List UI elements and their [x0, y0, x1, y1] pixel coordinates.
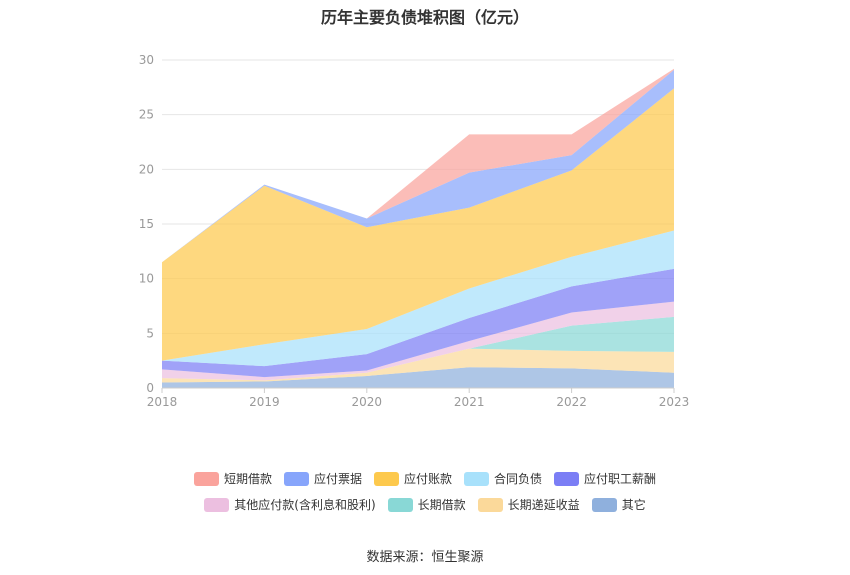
legend-item-5[interactable]: 其他应付款(含利息和股利) [204, 496, 376, 513]
stacked-area-chart: 0 5 10 15 20 25 30 2018 2019 2020 2021 2022 2023 [139, 53, 690, 409]
area-series-2[interactable] [162, 316, 674, 381]
legend-item-4[interactable]: 应付职工薪酬 [554, 470, 656, 487]
area-series-1[interactable] [162, 348, 674, 383]
legend-label: 短期借款 [223, 472, 272, 486]
axis-layer: 0 5 10 15 20 25 30 2018 2019 2020 2021 2022 2023 [139, 53, 690, 409]
legend-swatch [591, 497, 617, 512]
area-series-0[interactable] [162, 367, 674, 388]
legend-item-0[interactable]: 短期借款 [193, 470, 272, 487]
x-tick-label: 2021 [454, 395, 485, 409]
legend-row: 其他应付款(含利息和股利) 长期借款 长期递延收益 其它 [0, 496, 850, 513]
legend-swatch [193, 471, 219, 486]
area-series-3[interactable] [162, 301, 674, 381]
legend-item-1[interactable]: 应付票据 [283, 470, 362, 487]
legend-label: 合同负债 [494, 472, 543, 486]
legend-label: 应付票据 [313, 472, 362, 486]
data-source: 数据来源：恒生聚源 [366, 550, 484, 565]
legend-swatch [204, 497, 230, 512]
legend-item-2[interactable]: 应付账款 [373, 470, 452, 487]
area-series-5[interactable] [162, 230, 674, 367]
legend-swatch [373, 471, 399, 486]
y-tick-label: 20 [139, 162, 154, 176]
area-series-7[interactable] [162, 69, 674, 263]
legend-label: 应付账款 [403, 472, 452, 486]
legend-row: 短期借款 应付票据 应付账款 合同负债 应付职工薪酬 [0, 470, 850, 487]
legend-swatch [283, 471, 309, 486]
area-series-4[interactable] [162, 268, 674, 378]
legend-swatch [554, 471, 580, 486]
x-tick-label: 2022 [556, 395, 587, 409]
y-tick-label: 10 [139, 272, 154, 286]
x-tick-label: 2020 [352, 395, 383, 409]
legend-label: 长期递延收益 [507, 498, 580, 512]
y-tick-label: 5 [146, 326, 154, 340]
legend: 短期借款 应付票据 应付账款 合同负债 应付职工薪酬 其他应付款(含利息和股利) 长期借款… [0, 470, 850, 522]
legend-item-8[interactable]: 其它 [591, 496, 646, 513]
area-series-6[interactable] [162, 88, 674, 361]
x-tick-label: 2018 [147, 395, 178, 409]
legend-label: 长期借款 [417, 498, 466, 512]
y-tick-label: 30 [139, 53, 154, 67]
x-tick-label: 2019 [249, 395, 280, 409]
legend-label: 其他应付款(含利息和股利) [234, 498, 376, 512]
legend-swatch [477, 497, 503, 512]
legend-item-7[interactable]: 长期递延收益 [477, 496, 580, 513]
y-tick-label: 15 [139, 217, 154, 231]
legend-swatch [387, 497, 413, 512]
chart-title: 历年主要负债堆积图（亿元） [320, 8, 529, 27]
area-layer [162, 68, 674, 388]
legend-item-6[interactable]: 长期借款 [387, 496, 466, 513]
y-tick-label: 25 [139, 108, 154, 122]
legend-item-3[interactable]: 合同负债 [464, 470, 542, 487]
legend-label: 应付职工薪酬 [584, 472, 657, 486]
legend-label: 其它 [621, 498, 646, 512]
legend-swatch [464, 471, 489, 486]
y-tick-label: 0 [146, 381, 154, 395]
x-tick-label: 2023 [659, 395, 690, 409]
